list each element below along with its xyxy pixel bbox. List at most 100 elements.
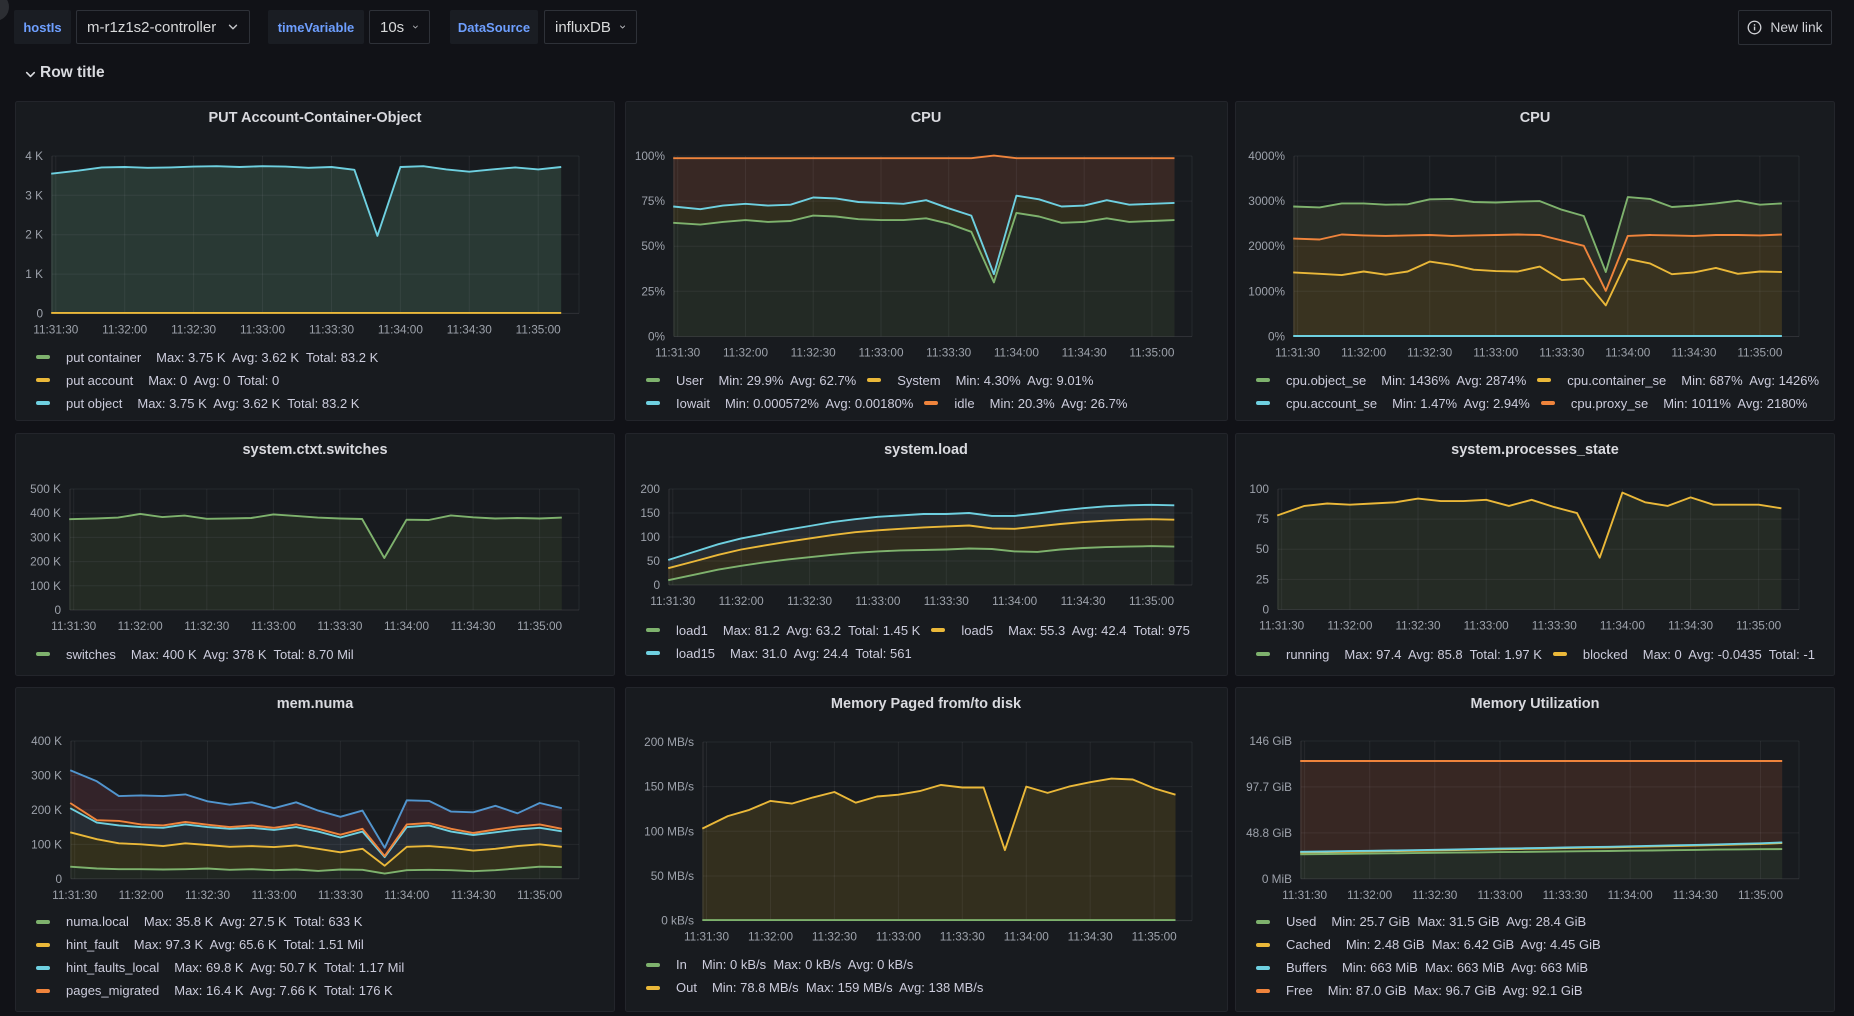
svg-text:97.7 GiB: 97.7 GiB: [1246, 780, 1292, 794]
svg-text:11:33:30: 11:33:30: [317, 619, 362, 633]
svg-text:11:35:00: 11:35:00: [1132, 930, 1177, 944]
svg-text:50: 50: [647, 554, 661, 568]
svg-text:75: 75: [1256, 512, 1270, 526]
svg-text:11:31:30: 11:31:30: [52, 888, 97, 902]
svg-text:11:34:30: 11:34:30: [1062, 346, 1107, 360]
svg-text:11:33:00: 11:33:00: [1473, 346, 1518, 360]
svg-text:11:34:00: 11:34:00: [992, 594, 1037, 608]
svg-text:11:32:00: 11:32:00: [723, 346, 768, 360]
svg-text:0%: 0%: [648, 330, 666, 344]
svg-text:100: 100: [640, 530, 660, 544]
svg-text:11:34:00: 11:34:00: [1600, 619, 1645, 633]
svg-text:500 K: 500 K: [30, 482, 61, 496]
svg-text:11:33:30: 11:33:30: [924, 594, 969, 608]
svg-text:1000%: 1000%: [1248, 284, 1285, 298]
svg-text:11:33:30: 11:33:30: [318, 888, 363, 902]
svg-text:11:34:00: 11:34:00: [1004, 930, 1049, 944]
svg-text:200 MB/s: 200 MB/s: [644, 735, 694, 749]
svg-text:11:33:00: 11:33:00: [1464, 619, 1509, 633]
svg-text:146 GiB: 146 GiB: [1249, 734, 1292, 748]
svg-text:11:33:30: 11:33:30: [309, 322, 354, 336]
svg-text:11:32:00: 11:32:00: [1347, 888, 1392, 902]
svg-text:11:31:30: 11:31:30: [33, 322, 78, 336]
svg-text:11:32:00: 11:32:00: [1341, 346, 1386, 360]
svg-text:11:33:30: 11:33:30: [940, 930, 985, 944]
svg-text:11:32:30: 11:32:30: [184, 619, 229, 633]
svg-text:11:33:30: 11:33:30: [926, 346, 971, 360]
svg-text:11:34:30: 11:34:30: [451, 888, 496, 902]
svg-text:11:33:00: 11:33:00: [876, 930, 921, 944]
svg-text:100 K: 100 K: [30, 579, 61, 593]
svg-text:11:31:30: 11:31:30: [650, 594, 695, 608]
svg-text:150: 150: [640, 506, 660, 520]
svg-text:11:31:30: 11:31:30: [684, 930, 729, 944]
svg-text:11:35:00: 11:35:00: [1129, 346, 1174, 360]
svg-text:11:34:00: 11:34:00: [378, 322, 423, 336]
svg-text:11:33:00: 11:33:00: [240, 322, 285, 336]
svg-text:0 MiB: 0 MiB: [1262, 872, 1292, 886]
svg-text:11:35:00: 11:35:00: [517, 888, 562, 902]
svg-text:200 K: 200 K: [31, 803, 62, 817]
svg-text:11:33:30: 11:33:30: [1532, 619, 1577, 633]
svg-text:11:32:00: 11:32:00: [748, 930, 793, 944]
svg-text:4000%: 4000%: [1248, 149, 1285, 163]
svg-text:11:32:00: 11:32:00: [719, 594, 764, 608]
svg-text:11:32:00: 11:32:00: [119, 888, 164, 902]
svg-text:1 K: 1 K: [25, 267, 43, 281]
svg-text:4 K: 4 K: [25, 149, 43, 163]
svg-text:11:35:00: 11:35:00: [517, 619, 562, 633]
svg-text:0: 0: [36, 306, 43, 320]
svg-text:11:32:30: 11:32:30: [791, 346, 836, 360]
svg-text:150 MB/s: 150 MB/s: [644, 780, 694, 794]
svg-text:0: 0: [55, 872, 62, 886]
svg-text:11:33:30: 11:33:30: [1543, 888, 1588, 902]
svg-text:11:32:30: 11:32:30: [171, 322, 216, 336]
svg-text:11:34:30: 11:34:30: [451, 619, 496, 633]
svg-text:11:33:00: 11:33:00: [858, 346, 903, 360]
svg-text:11:32:30: 11:32:30: [1395, 619, 1440, 633]
svg-text:75%: 75%: [641, 194, 665, 208]
svg-text:11:35:00: 11:35:00: [1129, 594, 1174, 608]
svg-text:0: 0: [1262, 603, 1269, 617]
svg-text:11:32:00: 11:32:00: [102, 322, 147, 336]
svg-text:11:32:30: 11:32:30: [185, 888, 230, 902]
svg-text:11:34:00: 11:34:00: [994, 346, 1039, 360]
svg-text:400 K: 400 K: [31, 734, 62, 748]
svg-text:11:35:00: 11:35:00: [1736, 619, 1781, 633]
svg-text:PUT Account-Container-Object: PUT Account-Container-Object: [209, 110, 422, 126]
svg-text:11:34:00: 11:34:00: [384, 619, 429, 633]
svg-text:11:33:30: 11:33:30: [1539, 346, 1584, 360]
svg-text:11:34:30: 11:34:30: [1673, 888, 1718, 902]
svg-text:Memory Utilization: Memory Utilization: [1471, 696, 1600, 712]
svg-text:100 MB/s: 100 MB/s: [644, 824, 694, 838]
svg-text:200: 200: [640, 482, 660, 496]
svg-text:11:35:00: 11:35:00: [516, 322, 561, 336]
svg-text:300 K: 300 K: [30, 530, 61, 544]
svg-text:11:34:30: 11:34:30: [1671, 346, 1716, 360]
svg-text:CPU: CPU: [911, 110, 942, 126]
svg-text:11:32:00: 11:32:00: [118, 619, 163, 633]
svg-text:2000%: 2000%: [1248, 239, 1285, 253]
svg-text:300 K: 300 K: [31, 769, 62, 783]
svg-text:11:34:30: 11:34:30: [1068, 930, 1113, 944]
svg-text:mem.numa: mem.numa: [277, 696, 354, 712]
svg-text:11:31:30: 11:31:30: [1282, 888, 1327, 902]
svg-text:11:34:00: 11:34:00: [1605, 346, 1650, 360]
svg-text:system.processes_state: system.processes_state: [1451, 442, 1619, 458]
svg-text:400 K: 400 K: [30, 506, 61, 520]
svg-text:25%: 25%: [641, 284, 665, 298]
svg-text:11:31:30: 11:31:30: [655, 346, 700, 360]
svg-text:100%: 100%: [635, 149, 666, 163]
svg-text:11:33:00: 11:33:00: [855, 594, 900, 608]
svg-text:2 K: 2 K: [25, 228, 43, 242]
svg-text:11:32:30: 11:32:30: [787, 594, 832, 608]
svg-text:25: 25: [1256, 572, 1270, 586]
svg-text:200 K: 200 K: [30, 555, 61, 569]
svg-text:0: 0: [54, 603, 61, 617]
svg-text:0: 0: [653, 578, 660, 592]
svg-text:11:34:30: 11:34:30: [447, 322, 492, 336]
svg-text:Memory Paged from/to disk: Memory Paged from/to disk: [831, 696, 1022, 712]
svg-text:11:33:00: 11:33:00: [251, 619, 296, 633]
svg-text:11:31:30: 11:31:30: [51, 619, 96, 633]
svg-text:11:35:00: 11:35:00: [1738, 888, 1783, 902]
